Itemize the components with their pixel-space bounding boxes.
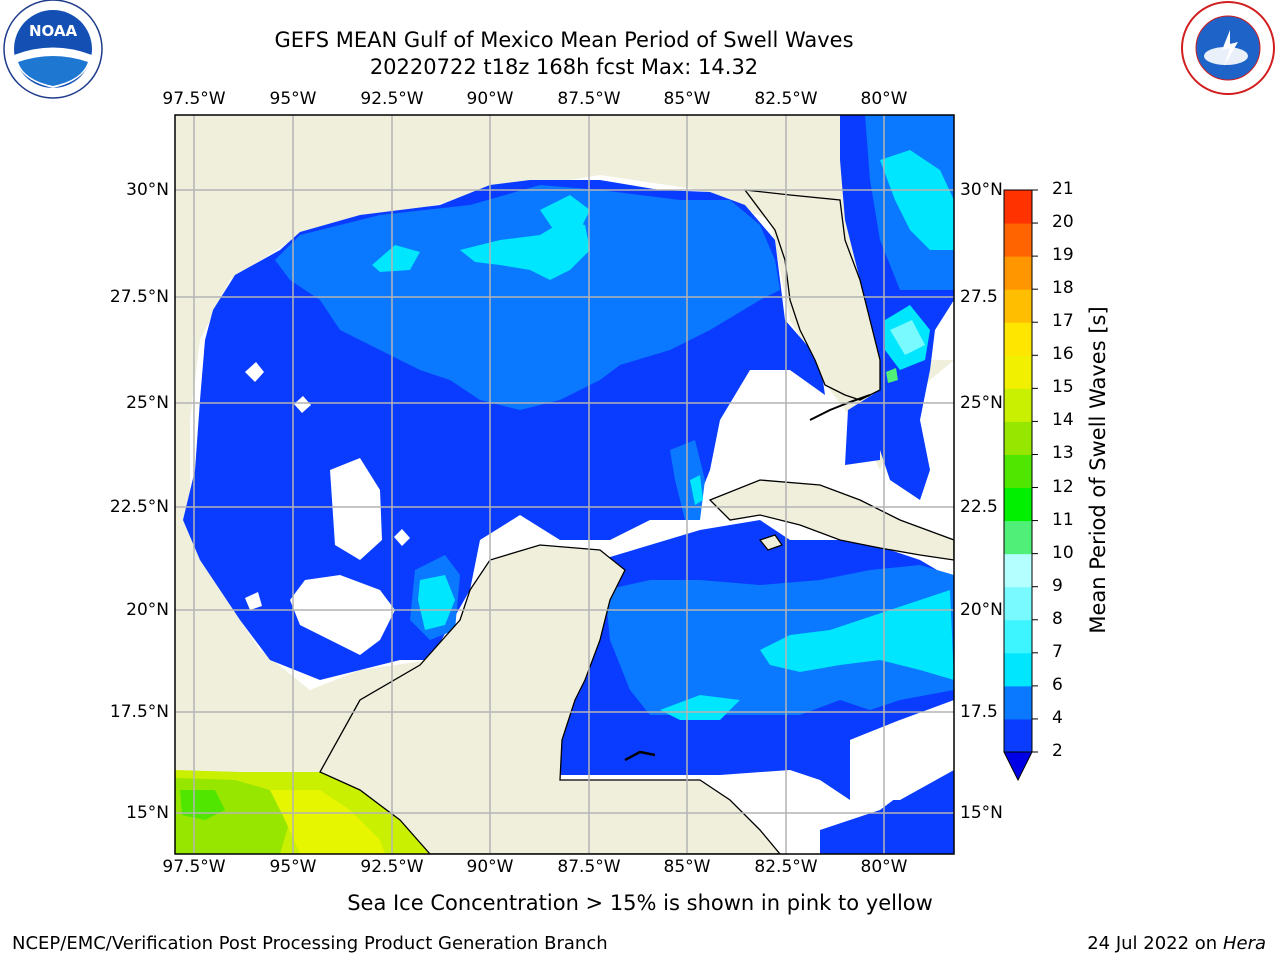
- date-text: 24 Jul 2022 on: [1087, 933, 1218, 954]
- colorbar-label: Mean Period of Swell Waves [s]: [1086, 306, 1110, 634]
- lon-label-bottom: 82.5°W: [754, 857, 818, 877]
- sea-ice-note: Sea Ice Concentration > 15% is shown in …: [347, 891, 933, 915]
- grid-lines: [175, 115, 954, 854]
- lat-label-right: 30°N: [960, 180, 1003, 200]
- swell-region-cyan: [372, 150, 954, 720]
- lat-label-right: 22.5: [960, 497, 998, 517]
- colorbar-tick-label: 18: [1052, 278, 1074, 299]
- lon-label-top: 80°W: [860, 89, 908, 109]
- colorbar-tick-label: 4: [1052, 707, 1063, 728]
- colorbar-tick-label: 2: [1052, 741, 1063, 761]
- colorbar-tick-label: 8: [1052, 608, 1063, 629]
- lat-label-right: 25°N: [960, 393, 1003, 413]
- lat-label-left: 27.5°N: [109, 287, 169, 307]
- lon-label-top: 85°W: [663, 89, 711, 109]
- colorbar-tick-label: 21: [1052, 179, 1074, 199]
- colorbar-segment: [1004, 520, 1032, 555]
- colorbar-segment: [1004, 487, 1032, 522]
- coastlines: [319, 189, 954, 854]
- colorbar-tick-label: 17: [1052, 311, 1074, 332]
- colorbar-segment: [1004, 190, 1032, 224]
- colorbar-tick-label: 13: [1052, 443, 1074, 464]
- colorbar: [1003, 189, 1038, 782]
- colorbar-segment: [1004, 388, 1032, 422]
- colorbar-segment: [1004, 289, 1032, 323]
- lon-label-bottom: 85°W: [663, 857, 711, 877]
- lon-label-top: 90°W: [466, 89, 514, 109]
- lon-label-bottom: 95°W: [269, 857, 317, 877]
- colorbar-segment: [1004, 652, 1032, 687]
- lon-label-top: 87.5°W: [557, 89, 621, 109]
- colorbar-tick-label: 9: [1052, 575, 1063, 596]
- colorbar-segment: [1004, 685, 1032, 720]
- colorbar-tick-label: 11: [1052, 509, 1074, 530]
- colorbar-segment: [1004, 718, 1032, 753]
- lat-label-left: 30°N: [126, 180, 169, 200]
- lat-label-right: 20°N: [960, 600, 1003, 620]
- lat-label-left: 17.5°N: [109, 702, 169, 722]
- colorbar-tick-label: 19: [1052, 245, 1074, 266]
- colorbar-tick-label: 20: [1052, 212, 1074, 233]
- colorbar-segment: [1004, 223, 1032, 257]
- credit-text: NCEP/EMC/Verification Post Processing Pr…: [12, 933, 608, 954]
- lon-label-bottom: 90°W: [466, 857, 514, 877]
- nws-logo: [1181, 1, 1275, 95]
- colorbar-tick-label: 15: [1052, 377, 1074, 398]
- colorbar-tick-label: 14: [1052, 410, 1074, 431]
- colorbar-tick-label: 6: [1052, 674, 1063, 695]
- colorbar-extend-min: [1003, 751, 1033, 782]
- lon-label-bottom: 97.5°W: [162, 857, 226, 877]
- lon-label-bottom: 92.5°W: [360, 857, 424, 877]
- lat-label-right: 27.5: [960, 287, 998, 307]
- colorbar-segment: [1004, 619, 1032, 654]
- noaa-logo-text: NOAA: [29, 22, 78, 40]
- colorbar-tick-label: 10: [1052, 542, 1074, 563]
- nodata-holes: [245, 362, 954, 800]
- lat-label-left: 15°N: [126, 803, 169, 823]
- colorbar-segment: [1004, 355, 1032, 389]
- colorbar-segment: [1004, 256, 1032, 290]
- colorbar-tick-label: 16: [1052, 344, 1074, 365]
- lat-label-right: 15°N: [960, 803, 1003, 823]
- lon-label-top: 95°W: [269, 89, 317, 109]
- lon-label-top: 82.5°W: [754, 89, 818, 109]
- lat-label-left: 20°N: [126, 600, 169, 620]
- lat-label-left: 25°N: [126, 393, 169, 413]
- colorbar-tick-label: 12: [1052, 476, 1074, 497]
- colorbar-frame: [1003, 189, 1033, 753]
- machine-name: Hera: [1222, 933, 1266, 954]
- colorbar-segment: [1004, 421, 1032, 455]
- colorbar-segment: [1004, 586, 1032, 621]
- lon-label-bottom: 87.5°W: [557, 857, 621, 877]
- date-stamp: 24 Jul 2022 on Hera: [1087, 933, 1266, 954]
- lat-label-left: 22.5°N: [109, 497, 169, 517]
- map-frame: [174, 114, 955, 855]
- colorbar-tick-label: 7: [1052, 641, 1063, 662]
- colorbar-segment: [1004, 454, 1032, 489]
- lon-label-top: 92.5°W: [360, 89, 424, 109]
- colorbar-segment: [1004, 553, 1032, 588]
- noaa-logo: NOAA: [3, 0, 103, 99]
- map-subtitle: 20220722 t18z 168h fcst Max: 14.32: [369, 55, 759, 79]
- map-title: GEFS MEAN Gulf of Mexico Mean Period of …: [274, 28, 854, 52]
- lon-label-bottom: 80°W: [860, 857, 908, 877]
- lon-label-top: 97.5°W: [162, 89, 226, 109]
- lat-label-right: 17.5: [960, 702, 998, 722]
- colorbar-segment: [1004, 322, 1032, 356]
